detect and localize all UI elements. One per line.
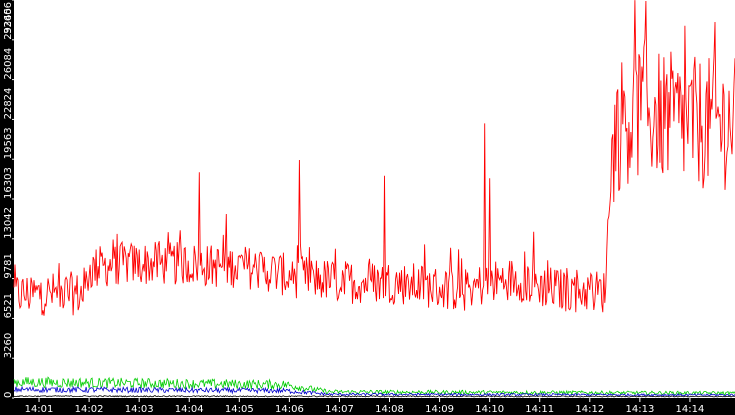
x-tick-label: 14:14 — [675, 404, 704, 415]
y-axis-band — [0, 0, 14, 415]
y-tick-label: 26084 — [3, 48, 14, 80]
y-tick-label: 16303 — [3, 167, 14, 199]
y-tick-label: 0 — [3, 392, 14, 398]
plot-background — [14, 0, 735, 398]
x-tick-label: 14:09 — [425, 404, 454, 415]
x-axis-ticks: 14:01 14:02 14:03 14:04 14:05 14:06 14:07 14:08… — [25, 398, 704, 415]
y-tick-label: 32606 — [3, 2, 14, 34]
y-axis-ticks: 0 3260 6521 9781 13042 16303 19563 22824 26084 29… — [3, 0, 14, 399]
y-tick-label: 6521 — [3, 293, 14, 318]
x-tick-label: 14:03 — [125, 404, 154, 415]
series-layer — [13, 0, 735, 398]
x-tick-label: 14:13 — [625, 404, 654, 415]
x-tick-label: 14:04 — [175, 404, 204, 415]
y-tick-label: 13042 — [3, 207, 14, 239]
x-tick-label: 14:05 — [225, 404, 254, 415]
series-line-3 — [13, 385, 735, 397]
x-axis-band — [0, 398, 735, 415]
series-line-1 — [13, 0, 735, 316]
y-tick-label: 19563 — [3, 127, 14, 159]
x-tick-label: 14:01 — [25, 404, 54, 415]
series-line-4 — [13, 395, 735, 398]
x-tick-label: 14:06 — [275, 404, 304, 415]
y-tick-label: 9781 — [3, 253, 14, 278]
y-tick-label: 3260 — [3, 333, 14, 358]
x-tick-label: 14:08 — [375, 404, 404, 415]
x-tick-label: 14:02 — [75, 404, 104, 415]
x-tick-label: 14:11 — [525, 404, 554, 415]
y-tick-label: 29345 — [3, 8, 14, 40]
x-tick-label: 14:07 — [325, 404, 354, 415]
x-tick-label: 14:12 — [575, 404, 604, 415]
x-tick-label: 14:10 — [475, 404, 504, 415]
y-tick-label: 22824 — [3, 88, 14, 120]
